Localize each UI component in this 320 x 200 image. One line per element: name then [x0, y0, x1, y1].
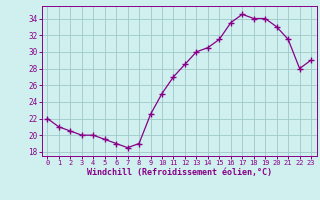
X-axis label: Windchill (Refroidissement éolien,°C): Windchill (Refroidissement éolien,°C)	[87, 168, 272, 177]
